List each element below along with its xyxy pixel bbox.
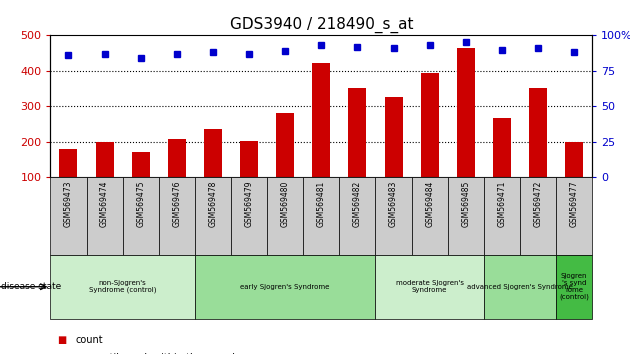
Text: GSM569472: GSM569472: [534, 181, 542, 227]
Text: advanced Sjogren's Syndrome: advanced Sjogren's Syndrome: [467, 284, 573, 290]
Bar: [348, 88, 367, 177]
Bar: [59, 149, 77, 177]
Text: GSM569483: GSM569483: [389, 181, 398, 227]
Bar: [556, 177, 592, 255]
Bar: [340, 177, 375, 255]
Bar: [96, 142, 113, 177]
Text: GSM569478: GSM569478: [209, 181, 217, 227]
Bar: [132, 152, 150, 177]
Text: ■: ■: [57, 335, 66, 345]
Text: GSM569481: GSM569481: [317, 181, 326, 227]
Bar: [448, 177, 484, 255]
Bar: [565, 142, 583, 177]
Bar: [195, 255, 375, 319]
Text: non-Sjogren's
Syndrome (control): non-Sjogren's Syndrome (control): [89, 280, 156, 293]
Text: early Sjogren's Syndrome: early Sjogren's Syndrome: [241, 284, 330, 290]
Text: GSM569480: GSM569480: [281, 181, 290, 227]
Text: moderate Sjogren's
Syndrome: moderate Sjogren's Syndrome: [396, 280, 464, 293]
Text: count: count: [76, 335, 103, 345]
Bar: [484, 255, 556, 319]
Bar: [529, 88, 547, 177]
Bar: [168, 139, 186, 177]
Bar: [411, 177, 448, 255]
Bar: [50, 255, 195, 319]
Bar: [312, 63, 330, 177]
Text: GSM569476: GSM569476: [173, 181, 181, 227]
Text: ■: ■: [57, 353, 66, 354]
Bar: [195, 177, 231, 255]
Bar: [86, 177, 123, 255]
Text: GSM569477: GSM569477: [570, 181, 578, 227]
Bar: [303, 177, 340, 255]
Bar: [421, 73, 438, 177]
Bar: [204, 129, 222, 177]
Text: GSM569471: GSM569471: [498, 181, 507, 227]
Bar: [493, 118, 511, 177]
Text: disease state: disease state: [1, 282, 62, 291]
Bar: [556, 255, 592, 319]
Text: Sjogren
's synd
rome
(control): Sjogren 's synd rome (control): [559, 273, 589, 301]
Bar: [375, 177, 411, 255]
Text: GSM569474: GSM569474: [100, 181, 109, 227]
Text: GSM569482: GSM569482: [353, 181, 362, 227]
Title: GDS3940 / 218490_s_at: GDS3940 / 218490_s_at: [229, 16, 413, 33]
Text: GSM569485: GSM569485: [461, 181, 470, 227]
Bar: [384, 97, 403, 177]
Bar: [231, 177, 267, 255]
Bar: [159, 177, 195, 255]
Bar: [240, 141, 258, 177]
Bar: [375, 255, 484, 319]
Bar: [520, 177, 556, 255]
Text: GSM569479: GSM569479: [244, 181, 253, 227]
Text: GSM569484: GSM569484: [425, 181, 434, 227]
Bar: [123, 177, 159, 255]
Bar: [484, 177, 520, 255]
Text: percentile rank within the sample: percentile rank within the sample: [76, 353, 241, 354]
Bar: [276, 113, 294, 177]
Bar: [267, 177, 303, 255]
Text: GSM569475: GSM569475: [136, 181, 145, 227]
Bar: [50, 177, 86, 255]
Text: GSM569473: GSM569473: [64, 181, 73, 227]
Bar: [457, 48, 475, 177]
